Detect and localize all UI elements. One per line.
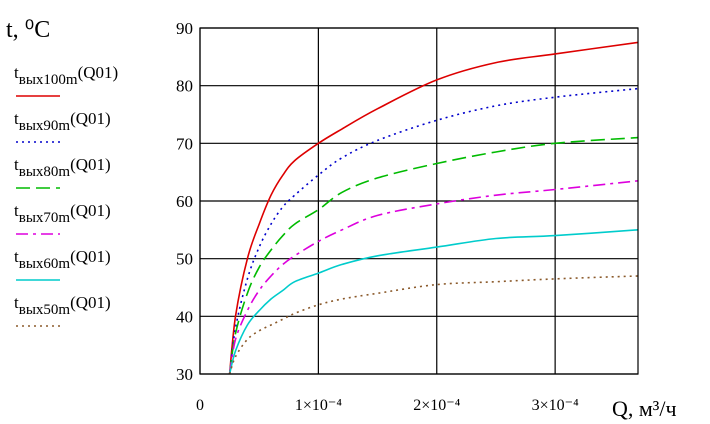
series-line [228, 41, 639, 375]
y-tick-label: 30 [176, 365, 193, 384]
series-line [228, 87, 639, 375]
legend-label: tвых60m(Q01) [14, 247, 111, 272]
y-tick-label: 80 [176, 77, 193, 96]
grid [199, 27, 638, 375]
legend-label: tвых50m(Q01) [14, 293, 111, 318]
series-line [228, 275, 639, 375]
x-axis-label: Q, м³/ч [612, 396, 677, 421]
legend-label: tвых100m(Q01) [14, 63, 118, 88]
y-axis-label: t, ⁰C [6, 17, 50, 43]
y-tick-label: 90 [176, 19, 193, 38]
y-tick-label: 50 [176, 250, 193, 269]
y-tick-label: 70 [176, 134, 193, 153]
y-tick-label: 60 [176, 192, 193, 211]
x-tick-labels: 0 1×10⁻⁴ 2×10⁻⁴ 3×10⁻⁴ [196, 397, 579, 414]
plot-frame [199, 27, 639, 375]
series-line [228, 180, 639, 375]
series-line [228, 136, 639, 375]
x-tick-label: 1×10⁻⁴ [295, 397, 342, 414]
series-layer [228, 41, 639, 375]
x-tick-label: 2×10⁻⁴ [413, 397, 460, 414]
legend: tвых100m(Q01) tвых90m(Q01) tвых80m(Q01) tвы… [14, 63, 118, 327]
y-tick-label: 40 [176, 307, 193, 326]
legend-label: tвых80m(Q01) [14, 155, 111, 180]
legend-label: tвых90m(Q01) [14, 109, 111, 134]
x-tick-label: 0 [196, 397, 204, 414]
y-tick-labels: 30 40 50 60 70 80 90 [176, 19, 193, 384]
legend-label: tвых70m(Q01) [14, 201, 111, 226]
x-tick-label: 3×10⁻⁴ [532, 397, 579, 414]
series-line [228, 229, 639, 375]
